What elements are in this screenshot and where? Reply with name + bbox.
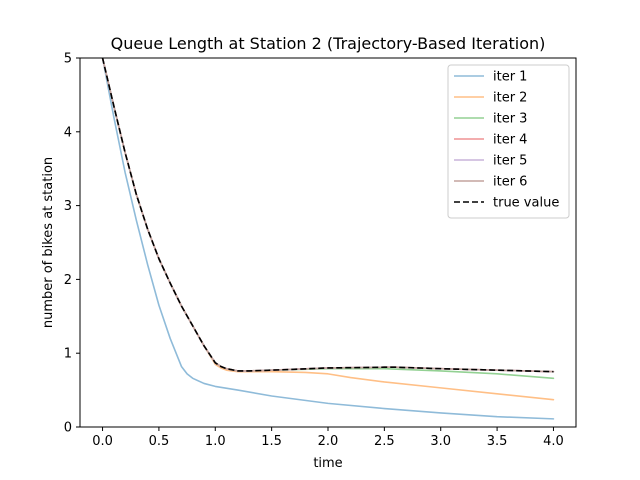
x-tick-label: 1.5 [261, 434, 282, 449]
legend-label: iter 6 [493, 175, 527, 190]
y-axis-label: number of bikes at station [41, 157, 56, 328]
x-tick-label: 4.0 [543, 434, 564, 449]
series-line-7 [101, 58, 554, 373]
x-axis-ticks: 0.0 0.5 1.0 1.5 2.0 2.5 3.0 3.5 4.0 [92, 427, 564, 449]
x-tick-label: 1.0 [205, 434, 226, 449]
x-tick-label: 0.0 [92, 434, 113, 449]
series-lines [101, 58, 555, 420]
legend: iter 1 iter 2 iter 3 iter 4 iter 5 iter 6 true… [447, 64, 570, 219]
legend-label: iter 5 [493, 154, 527, 169]
x-axis-label: time [313, 456, 342, 471]
x-tick-label: 2.5 [374, 434, 395, 449]
y-tick-label: 0 [64, 421, 72, 436]
x-tick-label: 3.0 [430, 434, 451, 449]
chart-title: Queue Length at Station 2 (Trajectory-Ba… [111, 34, 546, 53]
y-tick-label: 5 [64, 52, 72, 67]
series-line-1 [101, 58, 555, 420]
y-tick-label: 3 [64, 199, 72, 214]
y-tick-label: 2 [64, 273, 72, 288]
legend-label: iter 2 [493, 91, 527, 106]
x-tick-label: 2.0 [318, 434, 339, 449]
y-tick-label: 1 [64, 347, 72, 362]
x-tick-label: 3.5 [487, 434, 508, 449]
x-tick-label: 0.5 [149, 434, 170, 449]
legend-label: iter 3 [493, 112, 527, 127]
legend-label: iter 4 [493, 133, 527, 148]
legend-label: true value [493, 196, 559, 211]
y-axis-ticks: 0 1 2 3 4 5 [64, 52, 80, 436]
legend-box [447, 64, 570, 219]
y-tick-label: 4 [64, 125, 72, 140]
legend-label: iter 1 [493, 70, 527, 85]
